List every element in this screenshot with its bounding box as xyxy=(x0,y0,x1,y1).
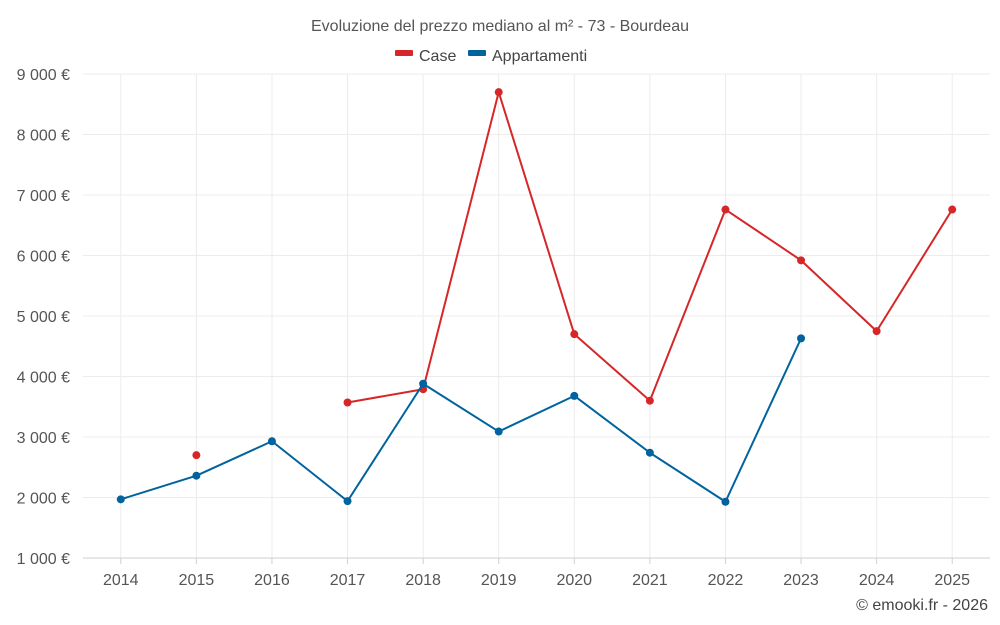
x-tick-label: 2017 xyxy=(330,572,366,589)
data-point-appartamenti[interactable] xyxy=(570,391,579,400)
legend: Case Appartamenti xyxy=(395,48,587,65)
legend-label-appartamenti: Appartamenti xyxy=(492,48,587,65)
x-tick-label: 2015 xyxy=(179,572,215,589)
y-tick-label: 2 000 € xyxy=(17,491,70,508)
y-tick-label: 4 000 € xyxy=(17,370,70,387)
x-tick-label: 2023 xyxy=(783,572,819,589)
legend-item-appartamenti[interactable]: Appartamenti xyxy=(468,48,587,65)
data-point-appartamenti[interactable] xyxy=(721,497,730,506)
data-point-appartamenti[interactable] xyxy=(192,471,201,480)
x-tick-label: 2016 xyxy=(254,572,290,589)
y-tick-label: 6 000 € xyxy=(17,249,70,266)
x-tick-label: 2018 xyxy=(405,572,441,589)
legend-item-case[interactable]: Case xyxy=(395,48,456,65)
data-point-case[interactable] xyxy=(645,396,654,405)
data-point-case[interactable] xyxy=(570,330,579,339)
legend-label-case: Case xyxy=(419,48,456,65)
legend-swatch-case xyxy=(395,50,413,56)
x-tick-label: 2021 xyxy=(632,572,668,589)
y-tick-label: 1 000 € xyxy=(17,551,70,568)
y-tick-label: 9 000 € xyxy=(17,67,70,84)
series-appartamenti xyxy=(116,334,806,506)
legend-swatch-appartamenti xyxy=(468,50,486,56)
x-tick-label: 2024 xyxy=(859,572,895,589)
data-point-appartamenti[interactable] xyxy=(797,334,806,343)
x-tick-label: 2014 xyxy=(103,572,139,589)
series-line-appartamenti xyxy=(120,337,802,503)
y-tick-label: 7 000 € xyxy=(17,188,70,205)
data-point-case[interactable] xyxy=(494,88,503,97)
x-tick-label: 2020 xyxy=(556,572,592,589)
y-tick-label: 5 000 € xyxy=(17,309,70,326)
x-tick-label: 2022 xyxy=(708,572,744,589)
data-point-appartamenti[interactable] xyxy=(419,379,428,388)
series xyxy=(116,88,957,506)
data-point-appartamenti[interactable] xyxy=(343,497,352,506)
x-tick-label: 2025 xyxy=(934,572,970,589)
grid xyxy=(83,73,990,558)
data-point-appartamenti[interactable] xyxy=(267,437,276,446)
data-point-case[interactable] xyxy=(721,205,730,214)
y-tick-label: 3 000 € xyxy=(17,430,70,447)
chart-title: Evoluzione del prezzo mediano al m² - 73… xyxy=(311,18,689,35)
data-point-case[interactable] xyxy=(872,327,881,336)
y-tick-label: 8 000 € xyxy=(17,128,70,145)
data-point-case[interactable] xyxy=(343,398,352,407)
data-point-case[interactable] xyxy=(797,256,806,265)
data-point-case[interactable] xyxy=(192,451,201,460)
axes: 1 000 € 2 000 € 3 000 € 4 000 € 5 000 € 6 000… xyxy=(17,67,990,589)
data-point-appartamenti[interactable] xyxy=(494,427,503,436)
credit-text: © emooki.fr - 2026 xyxy=(856,597,988,614)
data-point-appartamenti[interactable] xyxy=(116,495,125,504)
x-tick-label: 2019 xyxy=(481,572,517,589)
data-point-appartamenti[interactable] xyxy=(645,448,654,457)
data-point-case[interactable] xyxy=(948,205,957,214)
